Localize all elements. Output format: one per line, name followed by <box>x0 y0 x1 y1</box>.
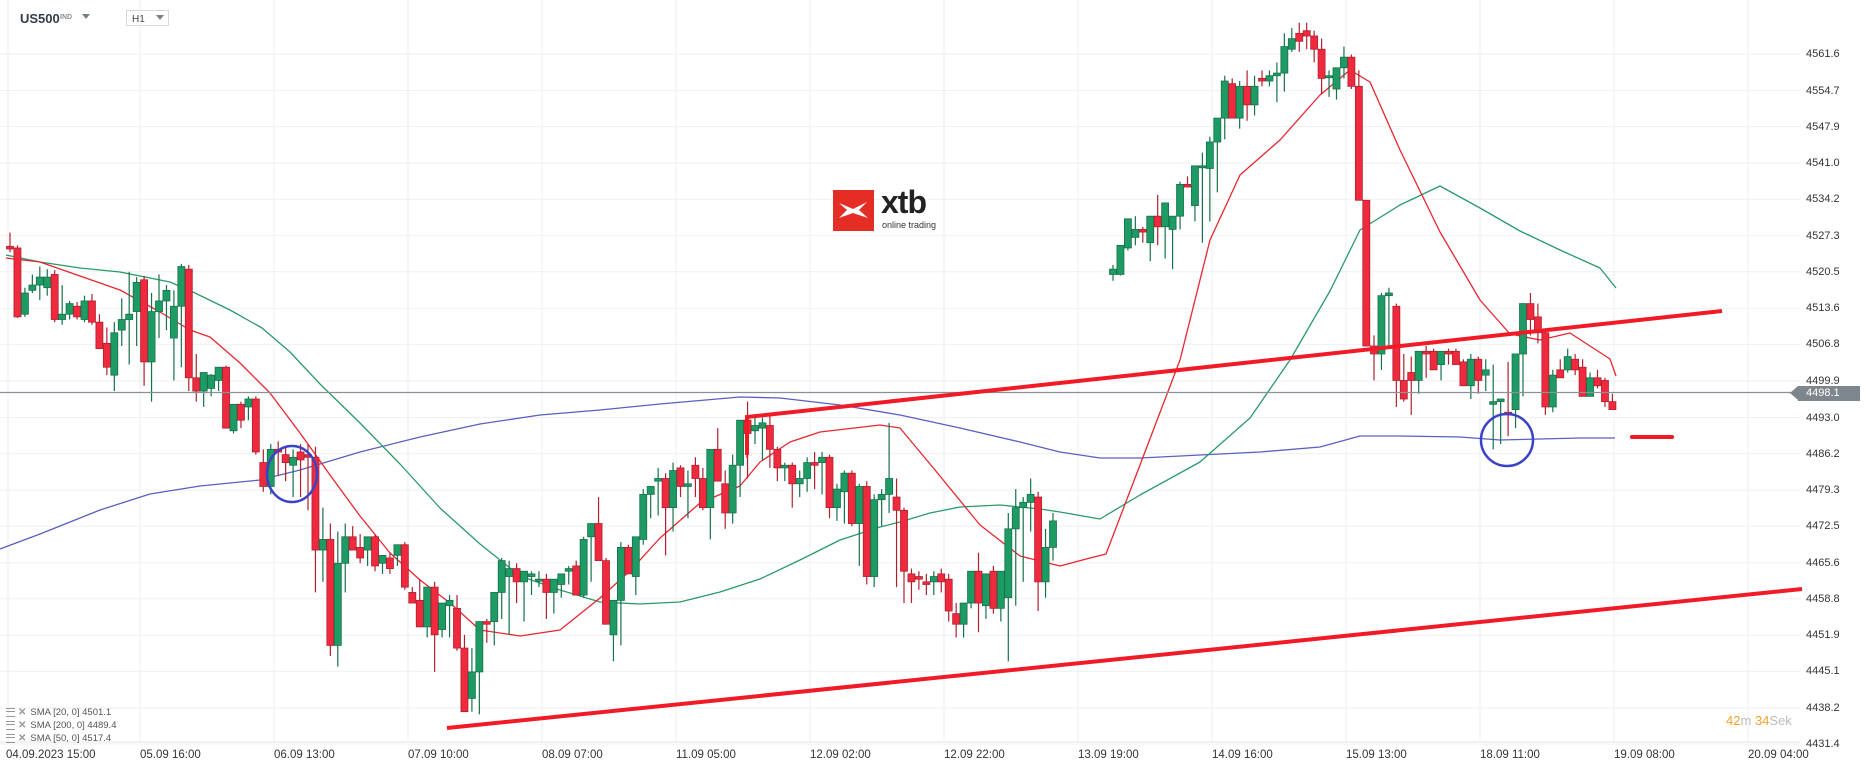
time-axis-label: 08.09 07:00 <box>542 749 603 761</box>
price-axis-label: 4431.4 <box>1806 738 1840 750</box>
remove-icon[interactable]: ✕ <box>18 733 27 744</box>
time-axis-label: 20.09 04:00 <box>1748 749 1809 761</box>
legend-item-sma50[interactable]: ✕ SMA [50, 0] 4517.4 <box>6 732 116 745</box>
time-axis-label: 07.09 10:00 <box>408 749 469 761</box>
symbol-type: IND <box>60 14 73 21</box>
time-axis-label: 12.09 02:00 <box>810 749 871 761</box>
highlight-circle-1[interactable] <box>265 444 319 504</box>
price-axis-label: 4513.6 <box>1806 302 1840 315</box>
price-axis-label: 4547.9 <box>1806 120 1840 133</box>
current-price-tag: 4498.1 <box>1790 386 1860 401</box>
price-axis-label: 4472.5 <box>1806 520 1840 533</box>
time-axis-label: 11.09 05:00 <box>676 749 736 761</box>
legend-label: SMA [20, 0] 4501.1 <box>30 707 112 718</box>
price-axis-label: 4445.1 <box>1806 665 1840 678</box>
price-axis-label: 4486.2 <box>1806 447 1840 460</box>
candle-countdown: 42m 34Sek <box>1726 713 1792 728</box>
price-axis-label: 4520.5 <box>1806 265 1840 278</box>
sma50-line <box>5 185 1617 605</box>
price-axis-label: 4506.8 <box>1806 338 1840 351</box>
chevron-down-icon <box>156 15 164 20</box>
remove-icon[interactable]: ✕ <box>18 707 27 718</box>
price-axis-label: 4527.3 <box>1806 229 1840 242</box>
price-axis-label: 4479.3 <box>1806 484 1840 497</box>
time-axis-label: 05.09 16:00 <box>140 749 201 761</box>
timeframe-select[interactable]: H1 <box>126 10 169 26</box>
time-axis-label: 13.09 19:00 <box>1078 749 1139 761</box>
price-axis-label: 4458.8 <box>1806 592 1840 605</box>
time-axis-label: 04.09.2023 15:00 <box>6 749 96 761</box>
price-axis-label: 4493.0 <box>1806 411 1840 424</box>
price-axis-label: 4541.0 <box>1806 157 1840 170</box>
legend-label: SMA [50, 0] 4517.4 <box>30 733 112 744</box>
countdown-seconds: 34 <box>1754 713 1770 728</box>
legend-label: SMA [200, 0] 4489.4 <box>30 720 117 731</box>
price-axis-label: 4451.9 <box>1806 629 1840 642</box>
legend-item-sma20[interactable]: ✕ SMA [20, 0] 4501.1 <box>6 706 116 719</box>
symbol-label[interactable]: US500 <box>20 11 60 26</box>
price-axis-label: 4499.9 <box>1806 374 1840 387</box>
price-axis-label: 4561.6 <box>1806 48 1840 60</box>
settings-lines-icon[interactable] <box>6 734 15 743</box>
price-axis-label: 4438.2 <box>1806 701 1840 714</box>
indicator-legend: ✕ SMA [20, 0] 4501.1 ✕ SMA [200, 0] 4489… <box>6 706 116 745</box>
countdown-minutes-unit: m <box>1740 713 1752 728</box>
remove-icon[interactable]: ✕ <box>18 720 27 731</box>
legend-item-sma200[interactable]: ✕ SMA [200, 0] 4489.4 <box>6 719 116 732</box>
sma20-line <box>5 69 1617 637</box>
time-axis-label: 14.09 16:00 <box>1212 749 1273 761</box>
time-axis-label: 15.09 13:00 <box>1346 749 1407 761</box>
top-bar: US500 IND H1 <box>0 0 1866 30</box>
settings-lines-icon[interactable] <box>6 721 15 730</box>
countdown-seconds-unit: Sek <box>1769 713 1792 728</box>
xtb-logo-icon <box>833 190 874 231</box>
logo-tagline: online trading <box>882 220 937 230</box>
price-axis-label: 4465.6 <box>1806 556 1840 569</box>
price-axis-label: 4534.2 <box>1806 193 1840 206</box>
annotations <box>265 309 1803 730</box>
time-axis-label: 18.09 11:00 <box>1480 749 1540 761</box>
countdown-minutes: 42 <box>1726 713 1741 728</box>
time-axis-label: 12.09 22:00 <box>944 749 1005 761</box>
grid-lines <box>0 0 1800 745</box>
highlight-circle-2[interactable] <box>1479 412 1535 468</box>
lower-trendline[interactable] <box>446 587 1803 730</box>
upper-trendline[interactable] <box>745 309 1723 455</box>
symbol-dropdown-caret-icon[interactable] <box>82 14 90 19</box>
settings-lines-icon[interactable] <box>6 708 15 717</box>
timeframe-value: H1 <box>132 14 145 25</box>
time-axis-label: 19.09 08:00 <box>1614 749 1675 761</box>
logo-brand: xtb <box>881 184 927 220</box>
time-axis-label: 06.09 13:00 <box>274 749 335 761</box>
price-axis-label: 4554.7 <box>1806 84 1840 97</box>
